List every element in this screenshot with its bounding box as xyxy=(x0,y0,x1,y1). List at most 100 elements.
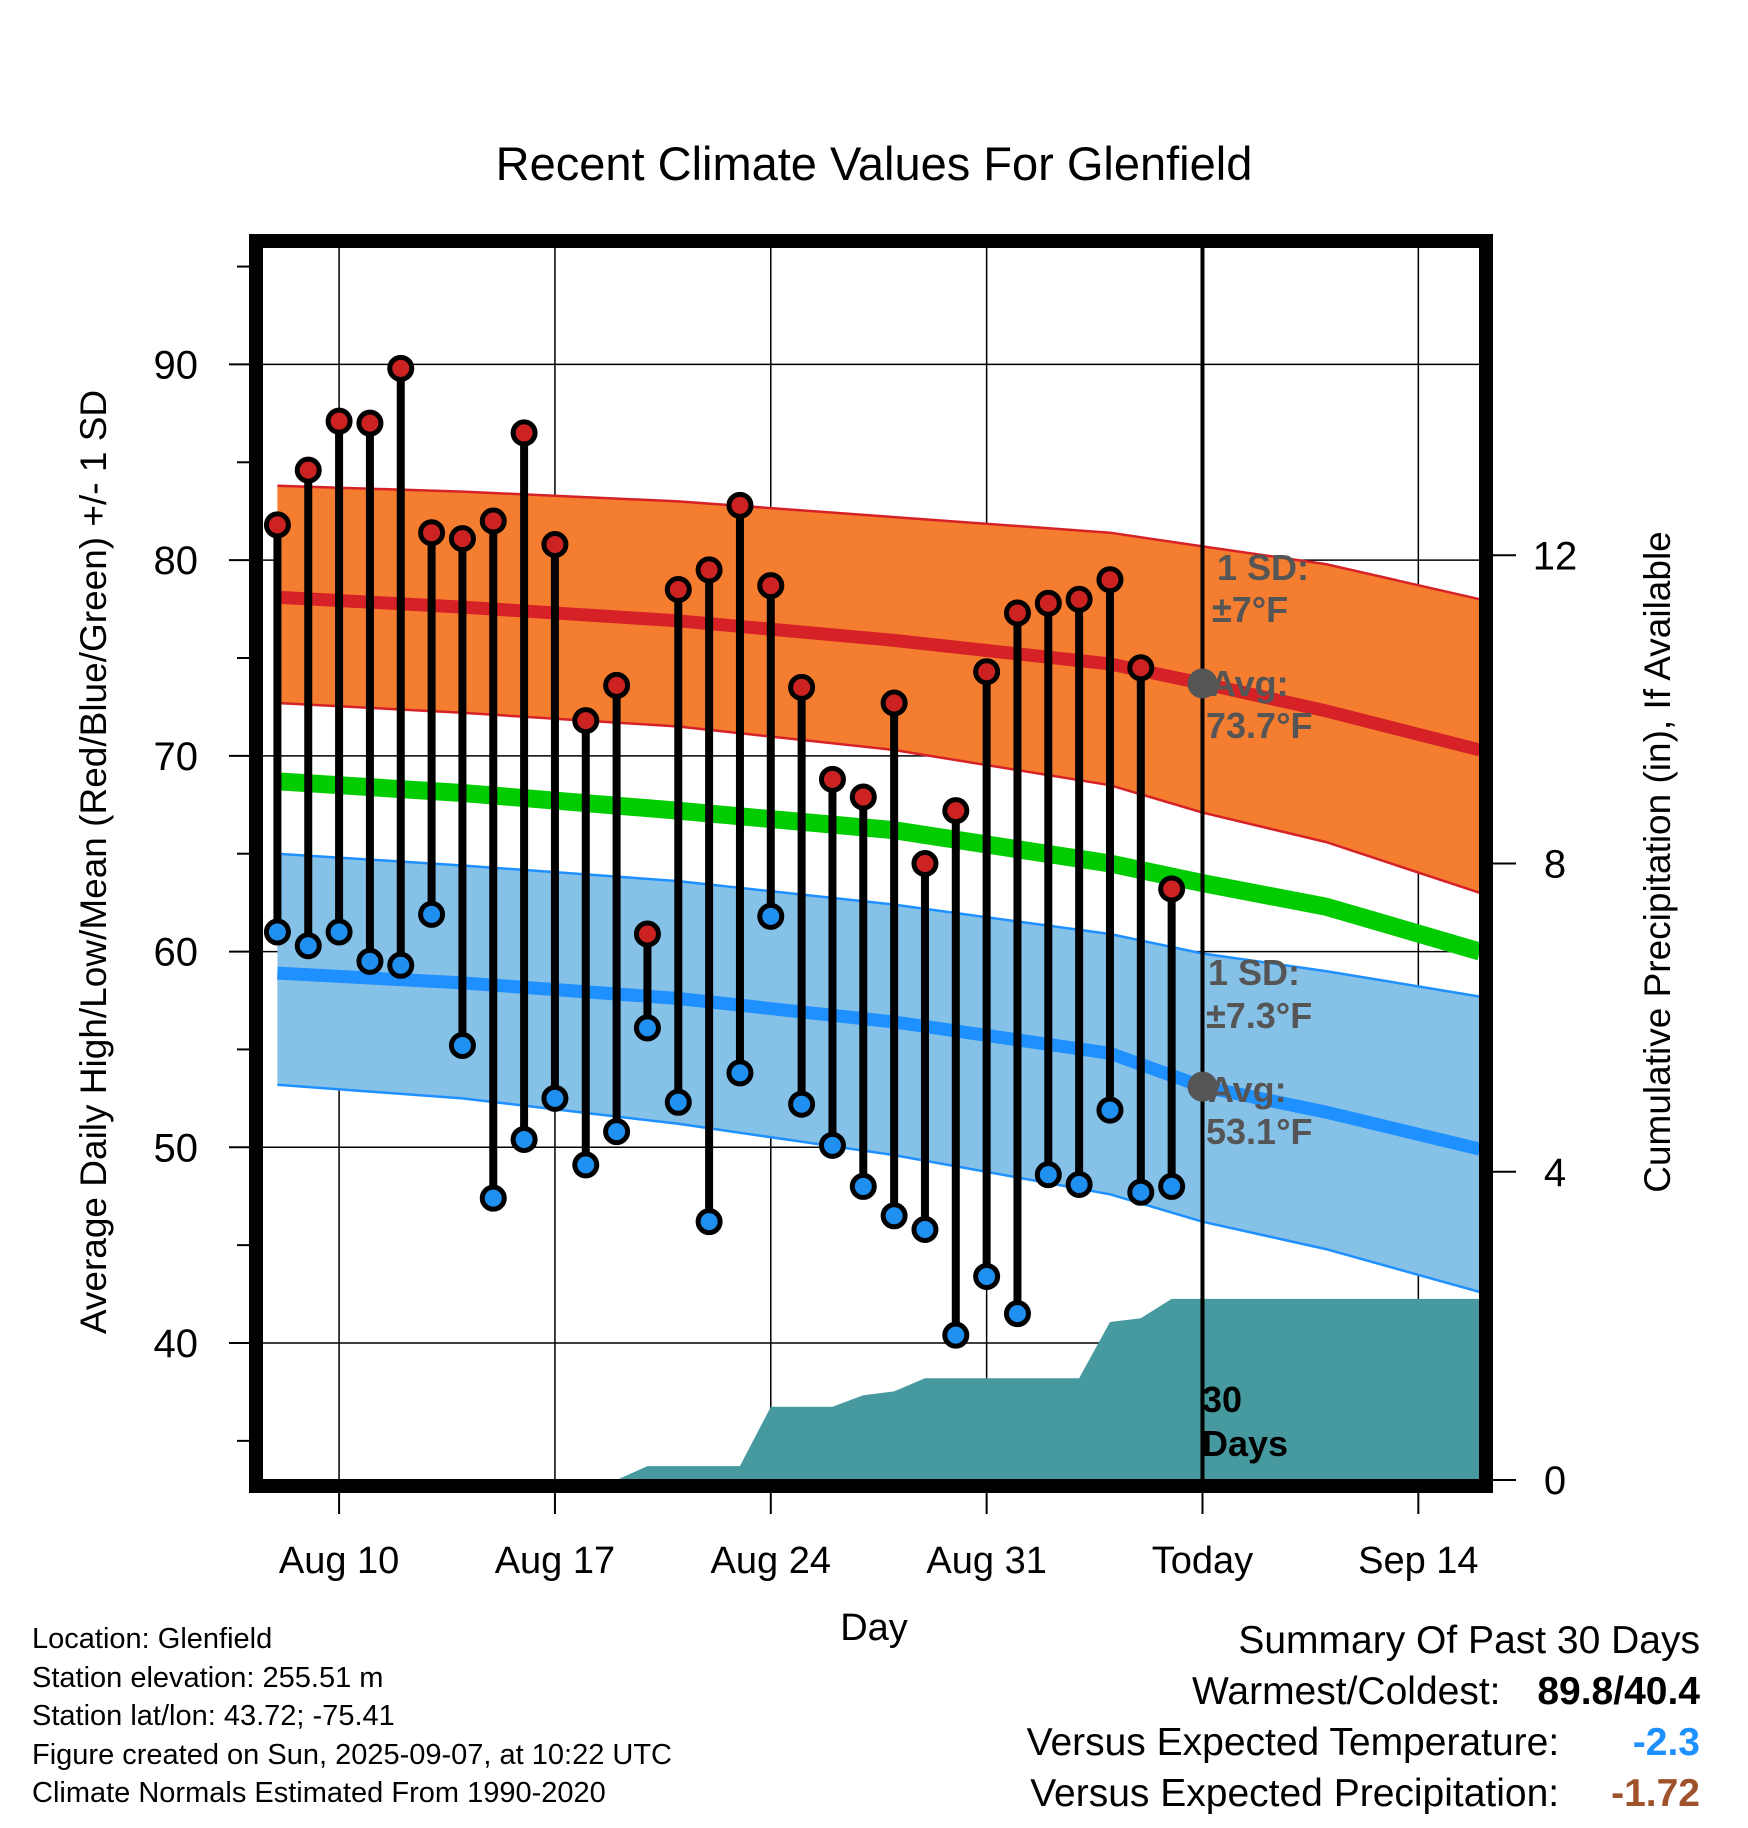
precip-anomaly-row: Versus Expected Precipitation: -1.72 xyxy=(1027,1768,1700,1819)
high-point xyxy=(263,511,291,539)
high-sd-lower-edge xyxy=(277,701,1481,895)
precipitation-area xyxy=(277,1298,1480,1480)
high-point xyxy=(911,850,939,877)
low-point xyxy=(603,1118,631,1146)
plot-border xyxy=(249,234,1493,1493)
y-tick-label: 90 xyxy=(154,343,199,387)
low-sd-value: ±7.3°F xyxy=(1206,995,1312,1036)
precip-anomaly-label: Versus Expected Precipitation: xyxy=(1030,1772,1560,1815)
y2-tick-label: 12 xyxy=(1533,534,1578,578)
low-point xyxy=(448,1032,476,1060)
low-point xyxy=(387,951,415,979)
y2-tick-label: 0 xyxy=(1544,1459,1566,1503)
low-point xyxy=(294,932,322,960)
high-point xyxy=(1096,566,1124,594)
y-tick-label: 50 xyxy=(154,1126,199,1170)
low-sd-heading: 1 SD: xyxy=(1208,952,1300,993)
high-point xyxy=(726,491,754,519)
low-point xyxy=(911,1215,939,1243)
low-point xyxy=(849,1172,877,1200)
high-sd-heading: 1 SD: xyxy=(1217,547,1309,588)
high-point xyxy=(572,707,600,735)
x-tick-label: Aug 17 xyxy=(495,1540,615,1582)
high-point xyxy=(603,671,631,699)
y-tick-label: 40 xyxy=(154,1322,199,1366)
low-avg-marker xyxy=(1187,1071,1218,1102)
high-point xyxy=(818,765,846,793)
low-point xyxy=(788,1090,816,1118)
temp-anomaly-label: Versus Expected Temperature: xyxy=(1026,1721,1560,1764)
high-avg-heading: Avg: xyxy=(1210,663,1289,704)
high-point xyxy=(788,673,816,701)
low-point xyxy=(1096,1096,1124,1124)
low-point xyxy=(325,918,353,946)
high-point xyxy=(510,419,538,447)
normals-text: Climate Normals Estimated From 1990-2020 xyxy=(32,1777,606,1809)
precip-days-number: 30 xyxy=(1202,1379,1242,1420)
high-point xyxy=(1065,585,1093,613)
low-point xyxy=(880,1202,908,1230)
warmest-coldest-label: Warmest/Coldest: xyxy=(1192,1670,1501,1713)
high-point xyxy=(1003,599,1031,627)
y-axis-label: Average Daily High/Low/Mean (Red/Blue/Gr… xyxy=(73,390,114,1334)
warmest-value: 89.8 xyxy=(1537,1670,1614,1713)
low-point xyxy=(263,918,291,946)
summary-title: Summary Of Past 30 Days xyxy=(1238,1619,1700,1662)
low-point xyxy=(418,900,446,928)
daily-range-stems xyxy=(273,368,1176,1336)
low-point xyxy=(572,1151,600,1179)
plot-frame xyxy=(249,234,1493,1493)
low-point xyxy=(942,1321,970,1349)
low-point xyxy=(356,947,384,975)
latlon-text: Station lat/lon: 43.72; -75.41 xyxy=(32,1700,395,1732)
precip-area xyxy=(277,1298,1480,1480)
x-tick-label: Sep 14 xyxy=(1358,1540,1478,1582)
y-tick-label: 80 xyxy=(154,539,199,583)
high-point xyxy=(664,576,692,603)
high-sd-upper-edge xyxy=(277,484,1481,601)
chart-title: Recent Climate Values For Glenfield xyxy=(496,137,1253,190)
y-tick-label: 70 xyxy=(154,735,199,779)
high-point xyxy=(757,572,785,600)
high-point xyxy=(1034,589,1062,617)
high-sd-value: ±7°F xyxy=(1212,589,1288,630)
low-point xyxy=(1158,1172,1186,1200)
high-point xyxy=(849,783,877,811)
low-point xyxy=(1003,1300,1031,1328)
high-point xyxy=(294,456,322,484)
precip-anomaly-value: -1.72 xyxy=(1611,1772,1700,1815)
low-normal-line xyxy=(277,966,1482,1156)
low-sd-upper-edge xyxy=(277,852,1481,998)
axes: 40 50 60 70 80 90 0 4 8 12 Aug 10 Aug 17 Aug 24 Aug 3… xyxy=(154,265,1578,1582)
x-tick-label: Aug 24 xyxy=(711,1540,831,1582)
summary-panel: Summary Of Past 30 Days Warmest/Coldest:… xyxy=(1027,1615,1700,1819)
x-tick-label: Today xyxy=(1152,1540,1253,1582)
station-info: Location: Glenfield Station elevation: 2… xyxy=(32,1620,672,1813)
y2-tick-label: 4 xyxy=(1544,1151,1566,1195)
high-point xyxy=(387,354,415,382)
low-point xyxy=(973,1262,1001,1290)
warmest-coldest-separator: / xyxy=(1613,1670,1625,1713)
y2-tick-label: 8 xyxy=(1544,843,1566,887)
high-point xyxy=(418,519,446,547)
warmest-coldest-row: Warmest/Coldest: 89.8/40.4 xyxy=(1027,1666,1700,1717)
low-point xyxy=(510,1125,538,1153)
low-sd-band xyxy=(277,853,1480,1293)
high-normal-line xyxy=(277,590,1482,757)
high-point xyxy=(448,525,476,553)
low-point xyxy=(1034,1161,1062,1189)
high-point xyxy=(1127,654,1155,682)
x-axis-label: Day xyxy=(840,1607,908,1649)
high-point xyxy=(633,920,661,948)
high-point xyxy=(325,407,353,435)
high-point xyxy=(479,507,507,535)
temp-anomaly-row: Versus Expected Temperature: -2.3 xyxy=(1027,1717,1700,1768)
high-avg-marker xyxy=(1187,668,1218,699)
low-point xyxy=(1127,1178,1155,1206)
y2-axis-label: Cumulative Precipitation (in), If Availa… xyxy=(1637,531,1678,1193)
daily-markers xyxy=(263,354,1186,1349)
low-point xyxy=(664,1088,692,1116)
low-point xyxy=(541,1084,569,1112)
high-point xyxy=(880,689,908,717)
